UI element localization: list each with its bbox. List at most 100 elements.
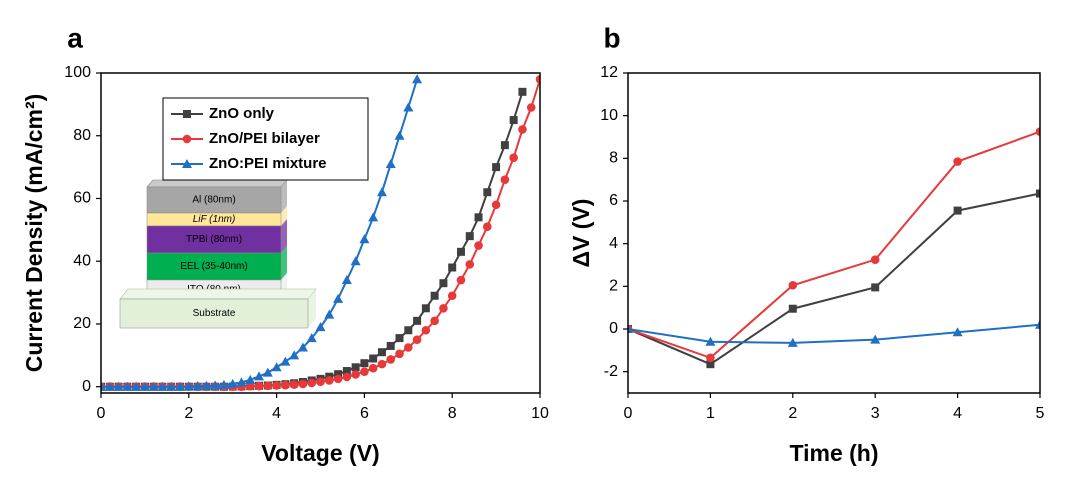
marker bbox=[788, 304, 797, 313]
x-tick-label: 4 bbox=[953, 405, 962, 422]
marker bbox=[412, 74, 423, 84]
marker bbox=[439, 279, 448, 288]
marker bbox=[448, 263, 457, 272]
x-tick-label: 8 bbox=[448, 405, 457, 422]
marker bbox=[403, 102, 414, 112]
marker bbox=[306, 333, 317, 343]
marker bbox=[368, 363, 378, 373]
marker bbox=[705, 336, 716, 346]
marker bbox=[350, 256, 361, 266]
marker bbox=[870, 334, 881, 344]
marker bbox=[404, 343, 413, 352]
y-tick-label: 12 bbox=[600, 64, 618, 81]
legend-label: ZnO/PEI bilayer bbox=[209, 130, 320, 147]
marker bbox=[131, 381, 142, 391]
marker bbox=[526, 103, 536, 112]
marker bbox=[245, 374, 256, 384]
marker bbox=[952, 327, 963, 337]
x-tick-label: 0 bbox=[624, 405, 633, 422]
marker bbox=[404, 326, 413, 335]
layer bbox=[146, 186, 282, 214]
y-tick-label: 8 bbox=[609, 150, 618, 167]
marker bbox=[385, 158, 396, 168]
marker bbox=[1035, 127, 1040, 136]
layer-side bbox=[281, 206, 287, 226]
layer-side bbox=[281, 219, 287, 253]
marker bbox=[474, 241, 483, 250]
marker bbox=[218, 379, 229, 389]
series-line bbox=[628, 130, 1040, 359]
marker bbox=[787, 337, 798, 347]
marker bbox=[509, 116, 518, 125]
marker bbox=[628, 324, 633, 333]
marker bbox=[377, 348, 386, 357]
marker bbox=[377, 359, 387, 369]
marker bbox=[263, 381, 273, 391]
marker bbox=[148, 381, 159, 391]
marker bbox=[483, 188, 492, 197]
panel-label: b bbox=[603, 22, 620, 53]
marker bbox=[465, 232, 474, 241]
marker bbox=[368, 212, 379, 222]
marker bbox=[342, 372, 352, 382]
marker bbox=[289, 380, 299, 389]
marker bbox=[518, 87, 527, 96]
marker bbox=[369, 354, 378, 363]
marker bbox=[509, 153, 518, 163]
x-tick-label: 6 bbox=[360, 405, 369, 422]
marker bbox=[113, 381, 124, 391]
legend-marker bbox=[182, 134, 192, 144]
marker bbox=[483, 222, 492, 232]
marker bbox=[307, 378, 317, 388]
marker bbox=[316, 377, 325, 387]
marker bbox=[351, 370, 360, 379]
marker bbox=[166, 381, 177, 391]
marker bbox=[210, 380, 221, 390]
x-tick-label: 5 bbox=[1036, 405, 1045, 422]
y-tick-label: 0 bbox=[82, 378, 91, 395]
y-tick-label: 60 bbox=[73, 190, 91, 207]
marker bbox=[272, 381, 281, 390]
legend-label: ZnO:PEI mixture bbox=[209, 155, 327, 172]
marker bbox=[1036, 189, 1040, 198]
marker bbox=[298, 379, 308, 389]
series-line bbox=[628, 323, 1040, 344]
y-tick-label: -2 bbox=[604, 363, 618, 380]
marker bbox=[351, 363, 360, 372]
axes-frame bbox=[627, 72, 1041, 394]
y-tick-label: 0 bbox=[609, 320, 618, 337]
marker bbox=[254, 371, 265, 381]
marker bbox=[953, 206, 962, 215]
series-line bbox=[628, 192, 1040, 366]
marker bbox=[342, 367, 351, 376]
plot-area bbox=[101, 74, 540, 392]
marker bbox=[360, 359, 369, 368]
marker bbox=[430, 316, 439, 326]
marker bbox=[386, 355, 396, 364]
marker bbox=[333, 374, 343, 384]
marker bbox=[175, 381, 186, 391]
panel-label: a bbox=[67, 22, 83, 53]
marker bbox=[262, 367, 273, 377]
marker bbox=[456, 247, 465, 256]
x-tick-label: 2 bbox=[788, 405, 797, 422]
marker bbox=[456, 275, 466, 285]
marker bbox=[334, 370, 343, 379]
marker bbox=[394, 130, 405, 140]
marker bbox=[280, 356, 291, 366]
y-tick-label: 10 bbox=[600, 107, 618, 124]
marker bbox=[157, 381, 168, 391]
marker bbox=[421, 304, 430, 313]
legend-marker bbox=[182, 159, 192, 168]
marker bbox=[183, 381, 194, 391]
marker bbox=[324, 376, 334, 385]
marker bbox=[359, 234, 370, 244]
marker bbox=[447, 291, 457, 301]
marker bbox=[297, 342, 308, 352]
y-tick-label: 4 bbox=[609, 235, 618, 252]
marker bbox=[192, 381, 203, 391]
marker bbox=[122, 381, 133, 391]
y-tick-label: 100 bbox=[64, 64, 91, 81]
marker bbox=[706, 353, 715, 363]
marker bbox=[439, 303, 448, 313]
